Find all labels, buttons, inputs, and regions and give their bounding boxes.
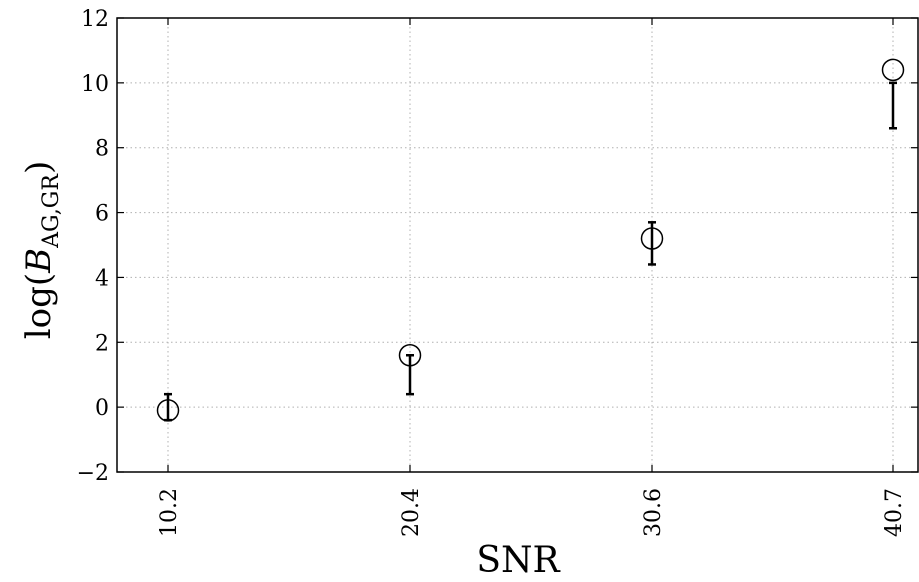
y-axis-label-main: B bbox=[19, 248, 59, 274]
error-bars bbox=[164, 81, 897, 422]
y-axis-ticks: −2 0 2 4 6 8 10 12 bbox=[77, 7, 918, 486]
plot-frame bbox=[116, 17, 919, 473]
y-axis-label-prefix: log( bbox=[19, 273, 59, 339]
data-point-marker bbox=[881, 58, 905, 82]
data-point-marker bbox=[156, 399, 180, 422]
data-markers bbox=[156, 58, 905, 422]
y-tick-label: 2 bbox=[95, 331, 109, 356]
data-point-marker bbox=[398, 344, 422, 367]
x-tick-label: 30.6 bbox=[641, 488, 666, 537]
y-axis-label-suffix: ) bbox=[19, 161, 59, 174]
y-axis-label: log(BAG,GR) bbox=[19, 161, 64, 339]
x-axis-label: SNR bbox=[476, 540, 560, 581]
x-tick-label: 20.4 bbox=[399, 488, 424, 537]
y-tick-label: 4 bbox=[95, 266, 109, 291]
y-tick-label: 8 bbox=[95, 137, 109, 162]
y-tick-label: −2 bbox=[77, 461, 109, 486]
x-axis-ticks: 10.2 20.4 30.6 40.7 bbox=[157, 18, 907, 537]
y-tick-label: 12 bbox=[81, 7, 109, 32]
y-tick-label: 6 bbox=[95, 202, 109, 227]
y-tick-label: 0 bbox=[95, 396, 109, 421]
x-tick-label: 10.2 bbox=[157, 488, 182, 537]
x-tick-label: 40.7 bbox=[882, 488, 907, 537]
y-tick-label: 10 bbox=[81, 72, 109, 97]
grid-lines bbox=[117, 18, 918, 472]
y-axis-label-subscript: AG,GR bbox=[39, 173, 64, 249]
data-point-marker bbox=[640, 227, 664, 250]
